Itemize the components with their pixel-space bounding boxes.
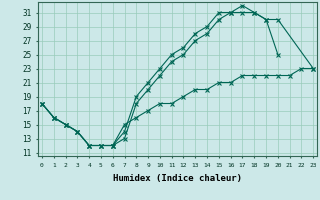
X-axis label: Humidex (Indice chaleur): Humidex (Indice chaleur) (113, 174, 242, 183)
